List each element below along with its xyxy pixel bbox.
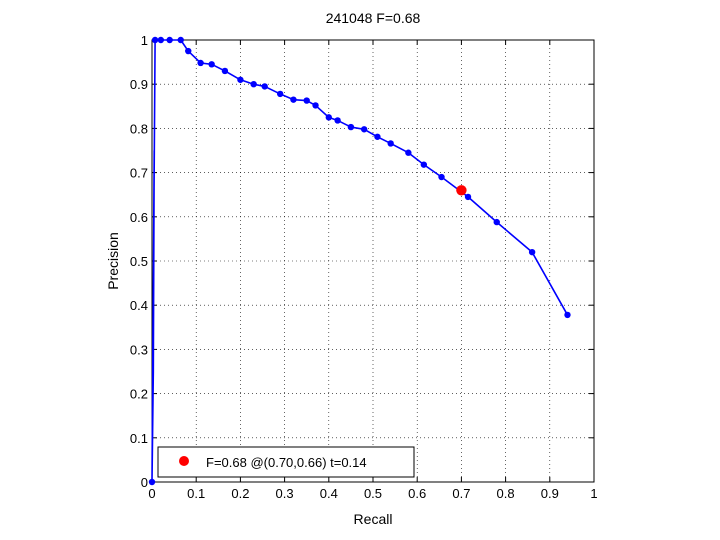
x-tick-label: 0.3	[276, 486, 294, 501]
y-tick-label: 0	[141, 475, 148, 490]
x-tick-label: 0.4	[320, 486, 338, 501]
series-point	[237, 76, 244, 83]
x-tick-label: 0	[148, 486, 155, 501]
y-tick-label: 0.5	[130, 254, 148, 269]
y-tick-label: 0.9	[130, 77, 148, 92]
series-point	[564, 311, 571, 319]
chart-title: 241048 F=0.68	[326, 10, 421, 26]
series-point	[420, 161, 428, 168]
series-point	[528, 248, 536, 256]
x-tick-label: 1	[590, 486, 597, 501]
y-tick-label: 0.2	[130, 387, 148, 402]
x-tick-labels: 0 0.1 0.2 0.3 0.4 0.5 0.6 0.7 0.8 0.9 1	[148, 486, 597, 501]
series-point	[387, 140, 394, 147]
series-point	[438, 173, 445, 181]
y-tick-label: 0.7	[130, 166, 148, 181]
series-point	[360, 126, 368, 133]
series-point	[157, 36, 165, 44]
x-tick-label: 0.7	[452, 486, 470, 501]
series-point	[312, 102, 319, 109]
series-point	[303, 97, 310, 104]
y-tick-label: 0.4	[130, 298, 148, 313]
series-point	[148, 478, 156, 486]
y-tick-label: 0.1	[130, 431, 148, 446]
series-point	[197, 59, 204, 67]
legend-marker	[179, 456, 189, 466]
x-tick-label: 0.1	[187, 486, 205, 501]
x-tick-label: 0.8	[497, 486, 515, 501]
series-point	[464, 193, 472, 201]
grid-lines	[152, 40, 594, 482]
series-point	[166, 36, 173, 44]
y-tick-label: 0.6	[130, 210, 148, 225]
series-point	[334, 117, 341, 124]
series-point	[185, 47, 192, 55]
legend: F=0.68 @(0.70,0.66) t=0.14	[157, 446, 415, 478]
best-point-layer	[456, 185, 467, 196]
series-point	[290, 96, 297, 103]
y-tick-labels: 0 0.1 0.2 0.3 0.4 0.5 0.6 0.7 0.8 0.9 1	[130, 33, 148, 490]
series-point	[250, 81, 257, 88]
series-point	[374, 133, 381, 140]
x-tick-label: 0.9	[541, 486, 559, 501]
series-point	[405, 149, 412, 156]
series-point	[151, 36, 159, 44]
series-point	[177, 36, 184, 44]
series-point	[261, 83, 268, 90]
legend-label: F=0.68 @(0.70,0.66) t=0.14	[206, 455, 367, 470]
series-point	[493, 218, 500, 226]
x-tick-label: 0.5	[364, 486, 382, 501]
x-axis-title: Recall	[354, 511, 393, 527]
y-tick-label: 0.8	[130, 121, 148, 136]
series-point	[325, 114, 332, 121]
series-layer	[148, 36, 571, 486]
legend-box	[157, 446, 415, 478]
tick-marks	[151, 39, 595, 483]
y-axis-title: Precision	[105, 232, 121, 290]
series-point	[208, 61, 215, 68]
x-tick-label: 0.6	[408, 486, 426, 501]
y-tick-label: 1	[141, 33, 148, 48]
series-point	[347, 123, 355, 131]
y-tick-label: 0.3	[130, 342, 148, 357]
x-tick-label: 0.2	[231, 486, 249, 501]
series-point	[221, 67, 229, 75]
best-f-point	[456, 185, 467, 196]
series-point	[276, 90, 284, 98]
